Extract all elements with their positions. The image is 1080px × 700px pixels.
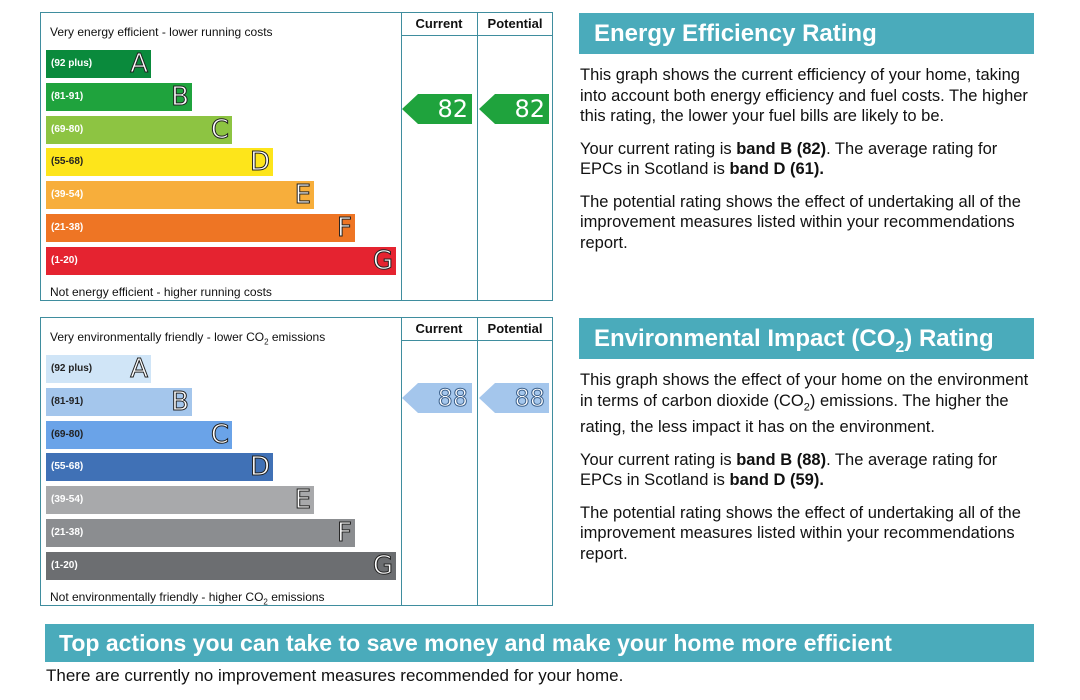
band-range-label: (1-20) (51, 559, 78, 571)
band-range-label: (39-54) (51, 494, 84, 506)
rating-band-g: (1-20) G (46, 245, 396, 276)
potential-column-header: Potential (487, 16, 543, 31)
current-rating-arrow: 82 (402, 94, 472, 124)
band-letter: B (171, 386, 190, 417)
band-range-label: (92 plus) (51, 58, 93, 69)
band-range-label: (69-80) (51, 123, 84, 135)
rating-band-d: (55-68) D (46, 147, 273, 178)
band-range-label: (21-38) (51, 527, 84, 538)
band-letter: A (130, 49, 149, 79)
band-range-label: (39-54) (51, 189, 84, 201)
band-range-label: (81-91) (51, 90, 84, 102)
current-rating-arrow: 88 (402, 383, 472, 413)
rating-band-c: (69-80) C (46, 419, 232, 450)
top-actions-banner: Top actions you can take to save money a… (45, 624, 1034, 662)
band-letter: E (294, 485, 311, 516)
band-letter: D (249, 147, 270, 178)
band-letter: F (337, 213, 353, 243)
potential-rating-arrow: 82 (479, 94, 549, 124)
chart-bottom-caption: Not environmentally friendly - higher CO… (50, 590, 325, 607)
chart-bottom-caption: Not energy efficient - higher running co… (50, 285, 272, 299)
environmental-current-rating: Your current rating is band B (88). The … (580, 450, 998, 490)
environmental-description: This graph shows the effect of your home… (580, 371, 1029, 437)
environmental-panel-title: Environmental Impact (CO2) Rating (579, 318, 1034, 359)
rating-band-b: (81-91) B (46, 81, 192, 112)
band-letter: C (210, 114, 229, 145)
rating-band-a: (92 plus) A (46, 49, 151, 79)
rating-band-e: (39-54) E (46, 485, 314, 516)
rating-band-b: (81-91) B (46, 386, 192, 417)
band-letter: C (210, 419, 229, 450)
energy-panel-title: Energy Efficiency Rating (579, 13, 1034, 54)
rating-band-d: (55-68) D (46, 452, 273, 483)
rating-band-g: (1-20) G (46, 550, 396, 581)
current-column-header: Current (415, 321, 463, 336)
energy-description: This graph shows the current efficiency … (580, 66, 1028, 125)
band-letter: G (372, 550, 393, 581)
environmental-potential-note: The potential rating shows the effect of… (580, 503, 1021, 563)
band-range-label: (55-68) (51, 461, 84, 473)
band-letter: B (171, 81, 190, 112)
chart-top-caption: Very environmentally friendly - lower CO… (50, 330, 326, 347)
energy-rating-chart: Current Potential Very energy efficient … (40, 12, 553, 301)
rating-band-f: (21-38) F (46, 213, 355, 243)
rating-band-c: (69-80) C (46, 114, 232, 145)
band-letter: A (130, 354, 149, 384)
chart-top-caption: Very energy efficient - lower running co… (50, 25, 273, 39)
environmental-panel-text: This graph shows the effect of your home… (580, 370, 1035, 576)
band-letter: G (372, 245, 393, 276)
band-range-label: (69-80) (51, 428, 84, 440)
rating-band-f: (21-38) F (46, 518, 355, 548)
band-range-label: (92 plus) (51, 363, 93, 374)
energy-current-rating: Your current rating is band B (82). The … (580, 139, 998, 179)
band-letter: D (249, 452, 270, 483)
band-letter: F (337, 518, 353, 548)
energy-panel-text: This graph shows the current efficiency … (580, 65, 1035, 265)
no-measures-note: There are currently no improvement measu… (46, 666, 624, 685)
band-range-label: (55-68) (51, 156, 84, 168)
environmental-impact-chart: Current Potential Very environmentally f… (40, 317, 553, 606)
band-letter: E (294, 180, 311, 211)
rating-band-a: (92 plus) A (46, 354, 151, 384)
rating-band-e: (39-54) E (46, 180, 314, 211)
band-range-label: (21-38) (51, 222, 84, 233)
band-range-label: (1-20) (51, 254, 78, 266)
band-range-label: (81-91) (51, 395, 84, 407)
energy-potential-note: The potential rating shows the effect of… (580, 192, 1021, 252)
potential-rating-arrow: 88 (479, 383, 549, 413)
current-column-header: Current (415, 16, 463, 31)
potential-column-header: Potential (487, 321, 543, 336)
